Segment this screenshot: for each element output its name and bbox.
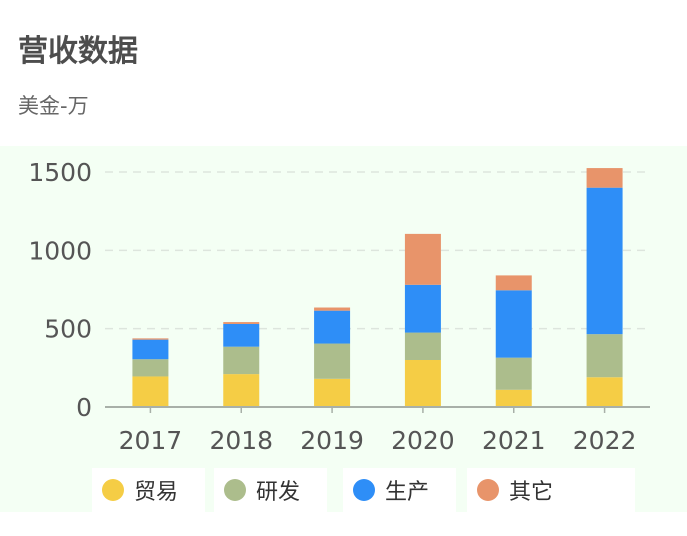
x-tick-label: 2019 bbox=[300, 426, 364, 455]
bar-segment bbox=[495, 357, 532, 390]
bar-segment bbox=[132, 376, 169, 407]
legend-label-production: 生产 bbox=[385, 480, 430, 505]
x-tick-label: 2022 bbox=[573, 426, 637, 455]
legend-item-trade[interactable]: 贸易 bbox=[92, 468, 205, 512]
x-tick-label: 2021 bbox=[482, 426, 546, 455]
legend-item-production[interactable]: 生产 bbox=[343, 468, 456, 512]
bar-segment bbox=[314, 307, 351, 311]
legend-swatch-rnd bbox=[224, 479, 246, 501]
bar-segment bbox=[586, 334, 623, 378]
bar-segment bbox=[404, 284, 441, 333]
bar-segment bbox=[586, 377, 623, 407]
y-tick-label: 500 bbox=[44, 315, 92, 344]
bar-segment bbox=[404, 332, 441, 360]
bar-segment bbox=[495, 275, 532, 291]
bar-segment bbox=[223, 322, 260, 324]
x-tick-label: 2020 bbox=[391, 426, 455, 455]
x-tick-label: 2018 bbox=[209, 426, 273, 455]
bar-segment bbox=[404, 360, 441, 407]
bar-segment bbox=[495, 290, 532, 358]
legend-label-rnd: 研发 bbox=[256, 480, 301, 505]
y-tick-label: 1500 bbox=[28, 158, 92, 187]
bar-segment bbox=[132, 359, 169, 377]
legend-label-other: 其它 bbox=[509, 480, 554, 505]
legend-label-trade: 贸易 bbox=[134, 480, 179, 505]
legend-item-other[interactable]: 其它 bbox=[467, 468, 635, 512]
x-tick-label: 2017 bbox=[119, 426, 183, 455]
bar-segment bbox=[223, 323, 260, 347]
bar-segment bbox=[314, 310, 351, 344]
bar-segment bbox=[132, 338, 169, 340]
bar-segment bbox=[586, 168, 623, 188]
legend-item-rnd[interactable]: 研发 bbox=[214, 468, 327, 512]
y-tick-label: 1000 bbox=[28, 236, 92, 265]
legend-swatch-trade bbox=[102, 479, 124, 501]
legend: 贸易 研发 生产 其它 bbox=[0, 466, 687, 512]
bar-segment bbox=[314, 378, 351, 407]
bar-segment bbox=[495, 389, 532, 407]
bar-segment bbox=[314, 343, 351, 379]
bar-segment bbox=[223, 346, 260, 375]
y-tick-label: 0 bbox=[76, 393, 92, 422]
bar-segment bbox=[586, 187, 623, 335]
legend-swatch-production bbox=[353, 479, 375, 501]
chart-title: 营收数据 bbox=[18, 34, 138, 69]
bar-segment bbox=[223, 374, 260, 407]
legend-swatch-other bbox=[477, 479, 499, 501]
chart-subtitle: 美金-万 bbox=[18, 94, 89, 118]
bar-segment bbox=[132, 339, 169, 360]
bar-segment bbox=[404, 233, 441, 285]
